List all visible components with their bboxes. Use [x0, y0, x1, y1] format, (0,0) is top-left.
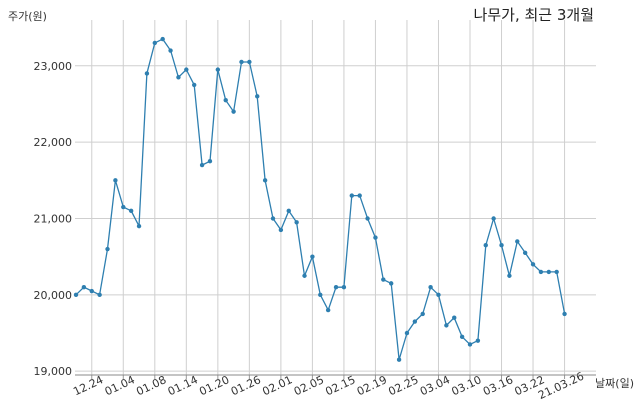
data-point — [428, 285, 433, 290]
data-point — [89, 288, 94, 294]
data-point — [452, 315, 457, 320]
data-point — [215, 67, 221, 72]
y-axis: 19,000 20,000 21,000 22,000 23,000 — [34, 60, 73, 378]
data-point — [373, 235, 378, 240]
data-point — [144, 71, 150, 76]
data-point — [404, 330, 410, 336]
y-tick-label: 19,000 — [34, 365, 73, 378]
data-point — [97, 292, 102, 298]
data-point — [396, 357, 402, 362]
data-point — [507, 273, 512, 278]
data-point — [562, 311, 567, 317]
y-axis-label: 주가(원) — [8, 10, 47, 23]
data-point — [467, 342, 473, 347]
data-point — [278, 227, 284, 233]
data-point — [81, 285, 87, 290]
x-tick-label: 02.15 — [323, 373, 357, 398]
y-tick-label: 20,000 — [34, 289, 73, 302]
data-point — [207, 159, 213, 164]
data-point — [168, 48, 173, 53]
data-point — [381, 277, 386, 282]
x-tick-label: 01.26 — [229, 373, 263, 398]
data-point — [538, 269, 544, 275]
data-point — [231, 109, 236, 114]
data-point — [325, 307, 331, 313]
data-point — [357, 193, 362, 198]
x-tick-label: 03.04 — [418, 373, 452, 398]
data-point — [444, 323, 449, 328]
data-point — [436, 292, 441, 298]
data-point — [389, 281, 394, 286]
x-tick-label: 21.03.26 — [536, 370, 586, 402]
data-point — [247, 59, 252, 65]
data-point — [420, 311, 425, 317]
data-point — [270, 216, 276, 221]
x-tick-label: 02.25 — [386, 373, 420, 398]
data-point — [113, 178, 118, 183]
x-tick-label: 01.08 — [134, 373, 168, 398]
data-point — [515, 239, 520, 244]
data-point — [365, 216, 370, 221]
data-point — [333, 285, 339, 290]
data-point — [294, 220, 299, 225]
data-point — [491, 216, 496, 221]
grid-lines — [75, 20, 596, 375]
data-point — [546, 269, 551, 275]
series-line — [75, 38, 566, 360]
data-point — [341, 285, 347, 290]
series-layer — [73, 36, 567, 362]
data-point — [192, 82, 197, 88]
data-point — [499, 243, 504, 248]
data-point — [318, 292, 323, 298]
x-axis: 12.2401.0401.0801.1401.2001.2602.0102.05… — [71, 370, 596, 402]
data-point — [184, 67, 189, 72]
y-tick-label: 22,000 — [34, 136, 73, 149]
y-tick-label: 21,000 — [34, 212, 73, 225]
data-point — [199, 162, 205, 168]
x-tick-label: 03.10 — [449, 373, 483, 398]
data-point — [530, 262, 536, 267]
data-point — [239, 59, 244, 65]
data-point — [223, 97, 228, 103]
data-point — [73, 292, 79, 298]
x-tick-label: 02.05 — [292, 373, 326, 398]
data-point — [152, 40, 157, 46]
data-point — [128, 208, 134, 214]
data-point — [459, 334, 465, 340]
data-point — [554, 269, 559, 275]
data-point — [483, 243, 488, 248]
y-tick-label: 23,000 — [34, 60, 73, 73]
data-point — [412, 319, 418, 324]
data-point — [255, 94, 260, 99]
x-tick-label: 01.14 — [166, 373, 200, 398]
x-tick-label: 02.01 — [260, 373, 294, 398]
x-tick-label: 01.04 — [103, 373, 137, 398]
data-point — [310, 254, 315, 259]
x-tick-label: 03.16 — [481, 373, 515, 398]
x-tick-label: 12.24 — [71, 373, 105, 398]
data-point — [522, 250, 528, 256]
data-point — [136, 223, 142, 229]
data-point — [176, 75, 181, 80]
data-point — [475, 338, 481, 343]
data-point — [302, 273, 307, 278]
data-point — [160, 36, 165, 42]
data-point — [349, 193, 354, 198]
x-tick-label: 01.20 — [197, 373, 231, 398]
x-tick-label: 02.19 — [355, 373, 389, 398]
data-point — [121, 204, 126, 210]
chart-title: 나무가, 최근 3개월 — [473, 6, 594, 24]
data-point — [262, 178, 268, 183]
data-point — [286, 208, 291, 214]
data-point — [105, 246, 110, 252]
x-axis-label: 날짜(일) — [595, 377, 634, 390]
